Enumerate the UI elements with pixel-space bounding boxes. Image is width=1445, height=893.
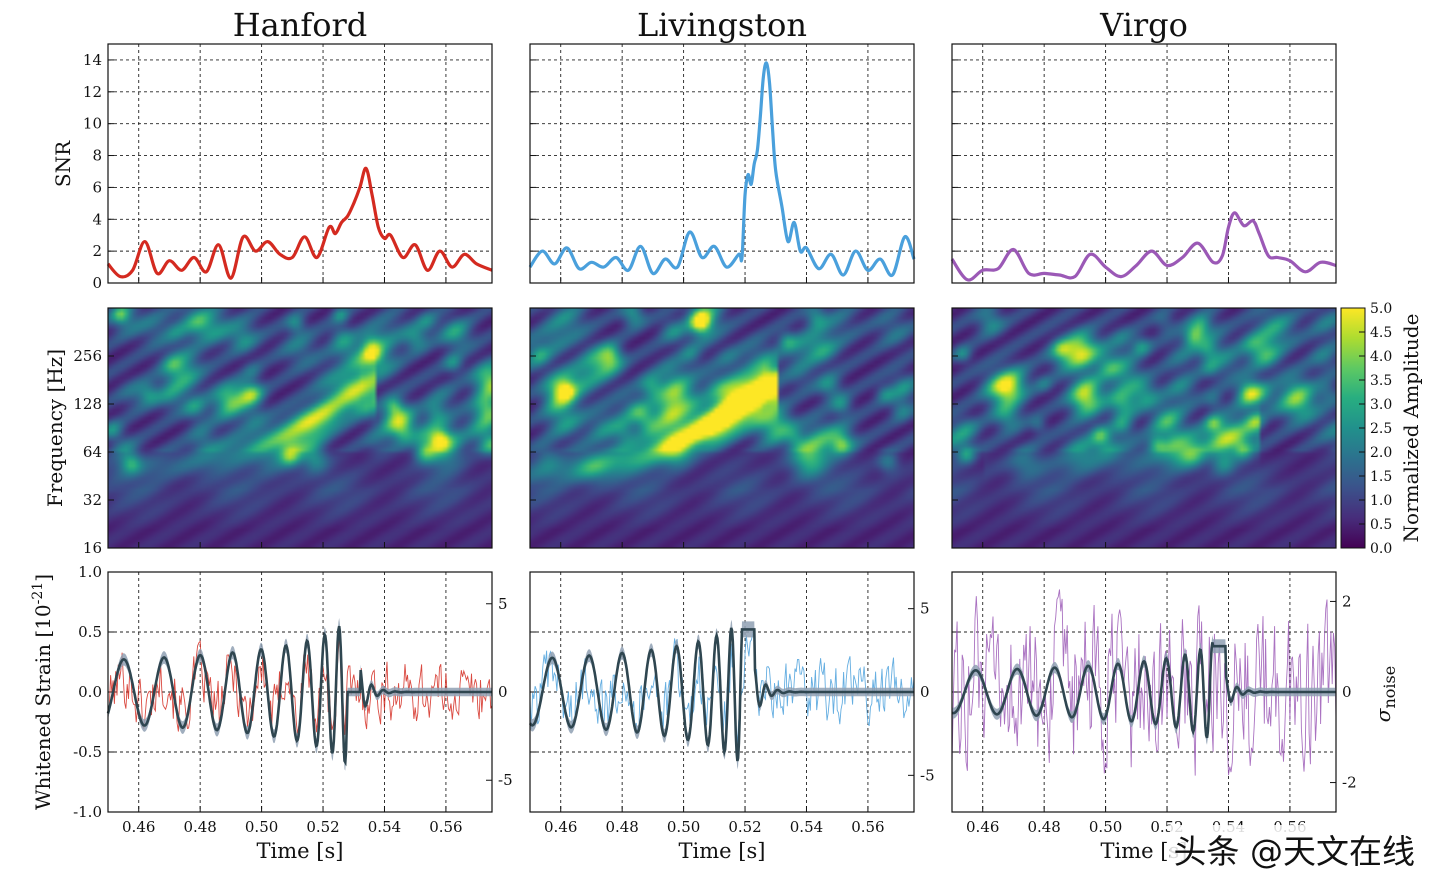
hanford-strain-xtick-label-3: 0.52 [306, 818, 339, 836]
hanford-snr-line [106, 166, 493, 280]
ylabel-sigma-noise: σnoise [1371, 666, 1399, 722]
hanford-strain-model-line [106, 625, 492, 767]
livingston-strain-xtick-label-5: 0.56 [851, 818, 884, 836]
hanford-sigma-tick-label-2: 5 [498, 595, 508, 613]
title-virgo: Virgo [1099, 6, 1188, 44]
spec-ytick-label-0: 16 [83, 539, 102, 557]
colorbar-tick-label-5: 2.5 [1370, 421, 1392, 437]
xlabel-hanford: Time [s] [257, 839, 344, 863]
sigma-subscript: noise [1380, 666, 1399, 709]
hanford-strain-xtick-label-4: 0.54 [368, 818, 401, 836]
livingston-sigma-tick-label-2: 5 [920, 600, 930, 618]
livingston-strain-xtick-label-4: 0.54 [790, 818, 823, 836]
watermark: 头条 @天文在线 [1169, 825, 1419, 873]
hanford-strain-frame [107, 571, 493, 813]
hanford-strain-xtick-label-2: 0.50 [245, 818, 278, 836]
xlabel-livingston: Time [s] [679, 839, 766, 863]
strain-ytick-label-0: -1.0 [73, 803, 102, 821]
livingston-spectrogram-image [530, 308, 914, 548]
strain-ytick-label-2: 0.0 [78, 683, 102, 701]
virgo-strain-xtick-label-2: 0.50 [1089, 818, 1122, 836]
virgo-snr-line [950, 211, 1337, 282]
title-livingston: Livingston [637, 6, 807, 44]
snr-ytick-label-5: 10 [83, 115, 102, 133]
snr-ytick-label-4: 8 [92, 147, 102, 165]
virgo-strain-data [951, 589, 1337, 776]
snr-ytick-label-6: 12 [83, 83, 102, 101]
spec-ytick-label-4: 256 [73, 347, 102, 365]
colorbar-tick-label-6: 3.0 [1370, 397, 1392, 413]
livingston-strain-xtick-label-1: 0.48 [605, 818, 638, 836]
virgo-strain-model-line [951, 642, 1336, 739]
colorbar-tick-label-2: 1.0 [1370, 493, 1392, 509]
colorbar-tick-label-9: 4.5 [1370, 325, 1392, 341]
hanford-spectrogram-image [108, 308, 492, 548]
colorbar-tick-label-7: 3.5 [1370, 373, 1392, 389]
hanford-strain-xtick-label-5: 0.56 [429, 818, 462, 836]
virgo-strain-xtick-label-1: 0.48 [1027, 818, 1060, 836]
hanford-strain-xtick-label-0: 0.46 [122, 818, 155, 836]
virgo-strain-frame [951, 571, 1337, 813]
ylabel-frequency: Frequency [Hz] [43, 349, 67, 507]
livingston-strain-xtick-label-2: 0.50 [667, 818, 700, 836]
strain-ytick-label-4: 1.0 [78, 563, 102, 581]
hanford-sigma-tick-label-1: 0 [498, 683, 508, 701]
hanford-sigma-tick-label-0: -5 [498, 771, 513, 789]
livingston-strain-model-band [530, 619, 914, 770]
spec-ytick-label-3: 128 [73, 395, 102, 413]
virgo-snr-frame [951, 43, 1337, 284]
colorbar-tick-label-8: 4.0 [1370, 349, 1392, 365]
livingston-sigma-tick-label-0: -5 [920, 766, 935, 784]
virgo-strain-model-band [952, 635, 1336, 745]
snr-ytick-label-7: 14 [83, 51, 102, 69]
strain-ytick-label-1: -0.5 [73, 743, 102, 761]
ylabel-strain-exp: -21 [30, 582, 46, 605]
snr-ytick-label-3: 6 [92, 178, 102, 196]
virgo-sigma-tick-label-2: 2 [1342, 592, 1352, 610]
hanford-strain-xtick-label-1: 0.48 [183, 818, 216, 836]
livingston-strain-model-line [528, 627, 914, 762]
colorbar-label: Normalized Amplitude [1399, 314, 1423, 543]
livingston-sigma-tick-label-1: 0 [920, 683, 930, 701]
ylabel-snr: SNR [51, 140, 75, 187]
livingston-strain-frame [529, 571, 915, 813]
hanford-strain-model-band [108, 618, 492, 771]
virgo-strain-xtick-label-0: 0.46 [966, 818, 999, 836]
title-hanford: Hanford [233, 6, 367, 44]
snr-ytick-label-1: 2 [92, 242, 102, 260]
livingston-strain-xtick-label-0: 0.46 [544, 818, 577, 836]
ylabel-strain-close: ] [31, 574, 55, 582]
spec-ytick-label-1: 32 [83, 491, 102, 509]
colorbar-tick-label-4: 2.0 [1370, 445, 1392, 461]
hanford-snr-frame [107, 43, 493, 284]
sigma-symbol: σ [1371, 707, 1395, 722]
ylabel-strain-main: Whitened Strain [10 [31, 604, 55, 810]
colorbar-tick-label-0: 0.0 [1370, 541, 1392, 557]
virgo-sigma-tick-label-0: -2 [1342, 774, 1357, 792]
strain-ytick-label-3: 0.5 [78, 623, 102, 641]
colorbar-tick-label-3: 1.5 [1370, 469, 1392, 485]
colorbar: Normalized Amplitude 0.0 0.5 1.0 1.5 2.0 2.5 3… [1340, 301, 1423, 557]
colorbar-tick-label-10: 5.0 [1370, 301, 1392, 317]
livingston-spec-frame [529, 307, 915, 549]
livingston-snr-frame [529, 43, 915, 284]
virgo-sigma-tick-label-1: 0 [1342, 683, 1352, 701]
livingston-strain-xtick-label-3: 0.52 [728, 818, 761, 836]
snr-ytick-label-2: 4 [92, 210, 102, 228]
livingston-snr-line [528, 61, 916, 278]
colorbar-tick-label-1: 0.5 [1370, 517, 1392, 533]
spec-ytick-label-2: 64 [83, 443, 102, 461]
ylabel-strain: Whitened Strain [10-21] [30, 574, 55, 810]
virgo-spectrogram-image [952, 308, 1336, 548]
virgo-spec-frame [951, 307, 1337, 549]
hanford-spec-frame [107, 307, 493, 549]
snr-ytick-label-0: 0 [92, 274, 102, 292]
